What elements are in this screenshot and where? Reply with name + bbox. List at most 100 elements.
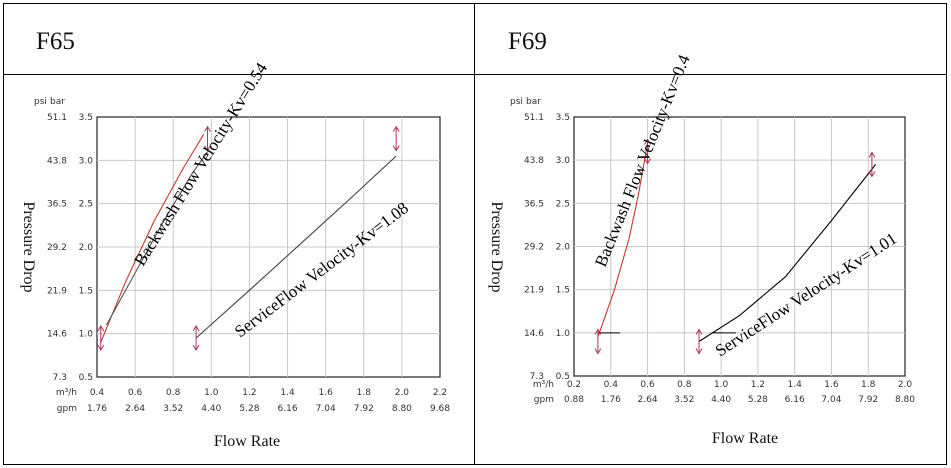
marker-arrow-down [204, 145, 211, 152]
x-tick-label-gpm: 3.52 [674, 395, 694, 405]
y-tick-label-psi: 29.2 [47, 243, 67, 253]
y-tick-label-psi: 43.8 [524, 156, 544, 166]
y-unit-bar: bar [50, 97, 65, 107]
marker-arrow-up [695, 328, 703, 335]
x-tick-label: 0.4 [604, 380, 619, 390]
y-axis-label: Pressure Drop [20, 201, 37, 292]
series-line [195, 155, 397, 339]
x-tick-label-gpm: 7.04 [821, 395, 841, 405]
x-tick-label-gpm: 4.40 [711, 395, 731, 405]
y-tick-label-bar: 2.5 [79, 200, 93, 210]
x-tick-label: 0.4 [90, 388, 105, 398]
marker-arrow-down [644, 158, 651, 165]
marker-arrow-up [204, 125, 211, 132]
y-tick-label-psi: 29.2 [524, 243, 544, 253]
x-tick-label-gpm: 1.76 [601, 395, 621, 405]
y-tick-label-bar: 1.0 [79, 330, 94, 340]
x-tick-label: 0.8 [166, 388, 181, 398]
x-tick-label-gpm: 3.52 [163, 404, 183, 414]
series-line [106, 151, 208, 326]
x-tick-label: 1.8 [861, 380, 876, 390]
series-line [698, 164, 877, 342]
x-tick-label: 1.4 [280, 388, 295, 398]
x-tick-label: 1.6 [319, 388, 334, 398]
column-divider [474, 4, 475, 464]
y-unit-psi: psi [34, 97, 47, 107]
x-tick-label: 2.0 [898, 380, 913, 390]
y-tick-label-psi: 43.8 [47, 156, 67, 166]
x-unit-gpm: gpm [534, 395, 554, 405]
x-unit-m3h: m³/h [533, 380, 554, 390]
series-line [597, 142, 649, 338]
x-tick-label-gpm: 8.80 [392, 404, 412, 414]
x-tick-label: 1.6 [824, 380, 839, 390]
x-tick-label-gpm: 2.64 [638, 395, 658, 405]
marker-arrow-down [97, 344, 105, 351]
model-header-f65: F65 [36, 28, 75, 55]
x-tick-label: 1.2 [751, 380, 765, 390]
y-tick-label-bar: 3.0 [79, 156, 94, 166]
x-tick-label-gpm: 6.16 [278, 404, 298, 414]
y-tick-label-psi: 14.6 [524, 329, 544, 339]
x-tick-label-gpm: 5.28 [239, 404, 259, 414]
y-tick-label-psi: 51.1 [47, 113, 67, 123]
marker-arrow-down [868, 171, 876, 178]
x-tick-label: 0.2 [567, 380, 581, 390]
marker-arrow-up [644, 138, 651, 145]
series-line [100, 134, 205, 343]
y-tick-label-psi: 36.5 [524, 199, 544, 209]
y-unit-psi: psi [510, 97, 523, 107]
y-unit-bar: bar [526, 97, 541, 107]
y-tick-label-psi: 14.6 [47, 330, 67, 340]
y-tick-label-psi: 36.5 [47, 200, 67, 210]
x-tick-label-gpm: 7.92 [858, 395, 878, 405]
x-tick-label-gpm: 9.68 [430, 404, 450, 414]
y-tick-label-bar: 3.5 [79, 113, 93, 123]
marker-arrow-down [192, 344, 200, 351]
x-tick-label: 1.0 [204, 388, 219, 398]
x-tick-label: 2.2 [433, 388, 447, 398]
y-tick-label-psi: 21.9 [47, 286, 67, 296]
marker-arrow-up [192, 325, 200, 332]
y-tick-label-psi: 21.9 [524, 286, 544, 296]
x-tick-label: 1.2 [242, 388, 256, 398]
x-unit-m3h: m³/h [56, 388, 77, 398]
marker-arrow-down [695, 348, 703, 355]
y-axis-label: Pressure Drop [488, 201, 505, 292]
x-tick-label: 0.6 [640, 380, 655, 390]
x-tick-label-gpm: 5.28 [748, 395, 768, 405]
y-tick-label-bar: 3.5 [556, 113, 570, 123]
y-tick-label-bar: 2.5 [556, 199, 570, 209]
marker-arrow-up [97, 325, 105, 332]
x-tick-label: 1.0 [714, 380, 729, 390]
x-tick-label-gpm: 0.88 [564, 395, 584, 405]
y-tick-label-bar: 1.5 [79, 286, 93, 296]
marker-arrow-down [392, 145, 400, 152]
x-tick-label: 1.4 [788, 380, 803, 390]
x-axis-label: Flow Rate [712, 430, 778, 447]
y-tick-label-bar: 0.5 [79, 373, 93, 383]
comparison-table: F65 F69 [3, 3, 947, 465]
marker-arrow-up [868, 151, 876, 158]
marker-arrow-down [594, 348, 602, 355]
x-tick-label-gpm: 6.16 [785, 395, 805, 405]
y-tick-label-bar: 3.0 [556, 156, 571, 166]
y-tick-label-psi: 51.1 [524, 113, 544, 123]
y-tick-label-bar: 2.0 [79, 243, 94, 253]
x-tick-label-gpm: 2.64 [125, 404, 145, 414]
x-unit-gpm: gpm [57, 404, 77, 414]
x-tick-label: 1.8 [357, 388, 372, 398]
x-tick-label-gpm: 8.80 [895, 395, 915, 405]
x-tick-label: 0.6 [128, 388, 143, 398]
marker-arrow-up [594, 328, 602, 335]
x-tick-label-gpm: 4.40 [201, 404, 221, 414]
y-tick-label-bar: 1.0 [556, 329, 571, 339]
y-tick-label-psi: 7.3 [53, 373, 67, 383]
y-tick-label-bar: 2.0 [556, 243, 571, 253]
x-tick-label-gpm: 7.92 [354, 404, 374, 414]
marker-arrow-up [392, 125, 400, 132]
x-tick-label-gpm: 1.76 [87, 404, 107, 414]
x-tick-label-gpm: 7.04 [316, 404, 336, 414]
x-tick-label: 0.8 [677, 380, 692, 390]
